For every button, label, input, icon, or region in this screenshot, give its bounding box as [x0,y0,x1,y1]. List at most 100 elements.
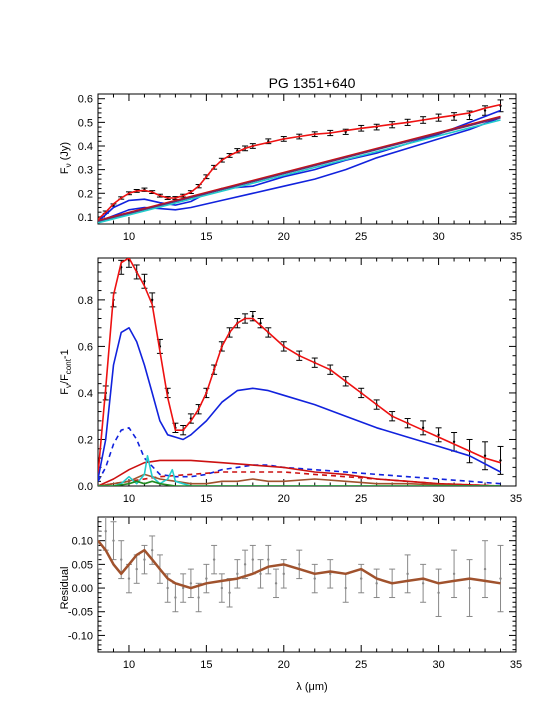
middle-x-tick-label: 25 [355,493,367,505]
data-point [220,586,224,590]
top-x-tick-label: 30 [432,231,444,243]
data-point [483,109,487,112]
top-y-tick-label: 0.2 [78,188,93,200]
middle-series-line [98,471,501,486]
middle-panel: 10 15 20 25 30 35 0.0 0.2 0.4 0.6 0.8 [78,257,522,505]
middle-series-line [98,258,501,475]
data-point [228,591,231,594]
data-point [437,433,440,437]
data-point [298,563,301,566]
data-point [98,548,100,552]
data-point [452,572,456,576]
top-series-line [98,115,501,222]
bottom-y-tick-label: -0.05 [68,607,93,619]
data-point [181,586,185,590]
bottom-y-tick-label: -0.10 [68,630,93,642]
bottom-x-tick-label: 15 [200,659,212,671]
data-point [251,314,255,318]
top-x-tick-label: 25 [355,231,367,243]
middle-x-tick-label: 35 [510,493,522,505]
top-x-tick-label: 35 [510,231,522,243]
data-point [421,582,425,585]
data-point [236,572,239,576]
bottom-data-points [98,517,504,617]
chart-title: PG 1351+640 [269,75,356,91]
middle-y-axis-label: Fν/Fcont-1 [59,349,73,394]
middle-series-line [98,455,501,486]
middle-x-tick-label: 10 [123,493,135,505]
middle-y-tick-label: 0.2 [78,434,93,446]
top-y-axis-label: Fν (Jy) [59,142,73,174]
data-point [127,577,131,580]
top-y-tick-label: 0.6 [78,94,93,106]
data-point [421,426,425,430]
middle-y-tick-label: 0.0 [78,481,93,493]
bottom-series-line [98,539,501,590]
bottom-y-tick-label: 0.05 [72,559,93,571]
data-point [112,539,115,542]
data-point [150,298,154,302]
data-point [483,454,487,457]
middle-series-line [98,327,501,480]
top-series-line [98,119,501,224]
data-point [104,530,107,533]
middle-series-line [98,473,501,486]
data-point [499,459,502,462]
top-x-tick-label: 20 [278,231,290,243]
data-point [483,567,487,571]
bottom-x-tick-label: 30 [432,659,444,671]
data-point [282,572,285,576]
middle-x-tick-label: 30 [432,493,444,505]
data-point [243,563,247,566]
bottom-y-tick-label: 0.10 [72,536,93,548]
top-series-line [98,116,501,223]
bottom-x-tick-label: 10 [123,659,135,671]
data-point [143,558,146,561]
top-frame [97,93,517,225]
x-axis-label: λ (μm) [296,681,327,693]
data-point [329,572,332,576]
data-point [150,548,154,552]
data-point [468,586,471,590]
top-panel: 10 15 20 25 30 35 0.1 0.2 0.3 0.4 0.5 0.6 [78,93,522,243]
data-point [437,591,440,594]
data-point [499,577,502,580]
data-point [359,577,363,580]
middle-y-tick-label: 0.6 [78,341,93,353]
bottom-x-tick-label: 35 [510,659,522,671]
bottom-x-tick-label: 20 [278,659,290,671]
data-point [452,440,456,443]
data-point [251,558,255,561]
data-point [120,558,123,561]
middle-series-line [98,427,501,485]
bottom-x-tick-label: 25 [355,659,367,671]
data-point [205,577,208,580]
data-point [259,321,262,325]
bottom-panel: 10 15 20 25 30 35 -0.10 -0.05 0.00 0.05 0.10 [68,516,522,671]
middle-frame [97,257,517,487]
bottom-frame [97,516,517,653]
data-point [166,586,169,590]
data-point [259,572,262,576]
top-y-tick-label: 0.4 [78,141,93,153]
data-point [468,114,471,117]
middle-x-tick-label: 15 [200,493,212,505]
data-point [197,596,200,599]
data-point [406,572,409,576]
middle-x-tick-label: 20 [278,493,290,505]
data-point [344,586,347,590]
data-point [274,582,278,585]
data-point [174,596,177,599]
top-series-line [98,103,501,220]
bottom-y-tick-label: 0.00 [72,583,93,595]
data-point [375,582,378,585]
bottom-y-axis-label: Residual [59,567,71,610]
top-y-tick-label: 0.5 [78,117,93,129]
data-point [212,558,216,561]
data-point [189,582,193,585]
data-point [267,558,270,561]
middle-y-tick-label: 0.8 [78,295,93,307]
data-point [313,577,316,580]
data-point [143,280,146,283]
